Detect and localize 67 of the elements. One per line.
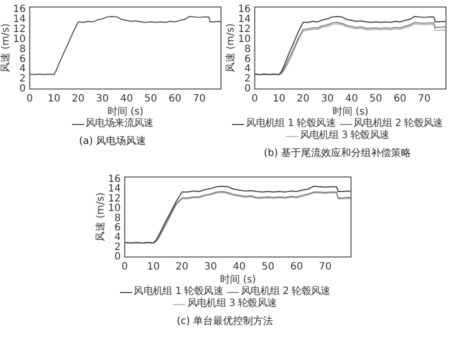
y-tick-label: 14 [238,14,251,26]
y-tick-label: 2 [114,242,121,253]
x-tick-label: 20 [296,94,310,105]
x-tick-label: 70 [418,94,431,105]
y-tick-label: 8 [19,44,26,55]
y-axis-title: 风速 (m/s) [0,23,12,73]
y-tick-label: 12 [12,24,26,35]
x-tick-label: 70 [318,262,332,273]
legend-label: 风电机组 3 轮毂风速 [187,298,277,310]
y-tick-label: 12 [238,24,251,35]
x-tick-label: 30 [96,94,109,105]
y-tick-label: 4 [114,232,121,244]
legend-label: 风电机组 1 轮毂风速 [134,286,223,298]
y-tick-label: 0 [114,252,121,263]
y-tick-label: 10 [238,34,251,45]
y-tick-label: 6 [244,54,251,65]
y-tick-label: 12 [108,193,121,204]
x-tick-label: 50 [262,262,274,273]
x-tick-label: 0 [252,94,258,105]
y-tick-label: 16 [108,174,121,186]
x-tick-label: 40 [120,94,133,105]
x-tick-label: 20 [72,94,85,105]
legend-label: 风电机组 1 轮毂风速 [246,118,336,130]
y-axis-title: 风速 (m/s) [94,192,107,242]
text: (a) 风电场风速 [78,134,148,148]
y-tick-label: 2 [19,74,26,85]
y-tick-label: 6 [114,222,121,234]
legend-label: 风电机组 2 轮毂风速 [241,286,330,298]
y-axis-title: 风速 (m/s) [224,23,237,73]
x-tick-label: 50 [144,94,158,105]
y-tick-label: 14 [108,184,121,195]
y-tick-label: 4 [244,64,251,75]
x-tick-label: 30 [204,262,218,273]
x-tick-label: 60 [290,262,303,273]
x-tick-label: 40 [232,262,246,273]
x-tick-label: 50 [369,94,382,105]
x-tick-label: 10 [48,94,60,105]
y-tick-label: 14 [12,14,26,26]
x-axis-title: 时间 (s) [107,106,144,118]
y-tick-label: 0 [19,84,26,95]
y-tick-label: 4 [19,64,26,75]
x-tick-label: 60 [168,94,182,105]
y-tick-label: 16 [238,4,251,16]
x-tick-label: 10 [147,262,160,273]
x-axis-title: 时间 (s) [332,106,369,118]
y-tick-label: 6 [19,54,26,65]
y-tick-label: 0 [244,84,251,95]
text: (b) 基于尾流效应和分组补偿策略 [262,146,412,160]
y-tick-label: 2 [244,74,251,85]
legend-label: 风电场来流风速 [86,118,154,130]
x-tick-label: 60 [394,94,406,105]
x-tick-label: 30 [320,94,334,105]
y-tick-label: 8 [244,44,251,55]
x-axis-title: 时间 (s) [220,274,256,286]
legend-label: 风电机组 2 轮毂风速 [354,118,443,130]
x-tick-label: 10 [272,94,286,105]
y-tick-label: 8 [114,212,121,224]
y-tick-label: 16 [12,4,26,16]
legend-label: 风电机组 3 轮毂风速 [300,130,390,142]
y-tick-label: 10 [108,203,121,214]
x-tick-label: 40 [345,94,358,105]
x-tick-label: 70 [192,94,206,105]
x-tick-label: 0 [122,262,128,273]
y-tick-label: 10 [12,34,26,45]
text: (c) 单台最优控制方法 [176,314,274,328]
x-tick-label: 0 [26,94,33,105]
x-tick-label: 20 [176,262,188,273]
